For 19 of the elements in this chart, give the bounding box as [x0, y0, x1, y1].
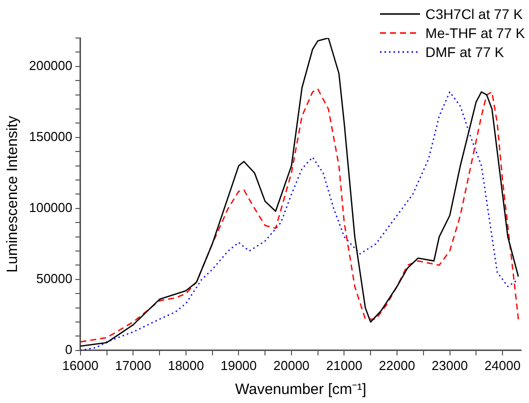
y-axis-title: Luminescence Intensity — [4, 115, 22, 273]
x-tick-label: 20000 — [273, 358, 310, 373]
x-tick-label: 21000 — [326, 358, 362, 373]
legend-label: C3H7Cl at 77 K — [425, 6, 523, 22]
x-tick-label: 19000 — [220, 358, 257, 373]
x-tick-label: 18000 — [168, 358, 204, 373]
legend-label: DMF at 77 K — [425, 44, 504, 60]
y-tick-label: 100000 — [28, 200, 72, 215]
y-tick-label: 150000 — [28, 128, 72, 144]
legend-label: Me-THF at 77 K — [425, 24, 525, 40]
y-tick-label: 50000 — [36, 270, 72, 286]
x-tick-label: 22000 — [378, 358, 416, 373]
x-axis-title: Wavenumber [cm⁻¹] — [235, 381, 366, 398]
x-tick-label: 24000 — [484, 358, 521, 373]
x-tick-label: 23000 — [432, 358, 468, 373]
x-tick-label: 16000 — [62, 358, 98, 373]
y-tick-label: 200000 — [28, 58, 72, 73]
y-tick-label: 0 — [65, 342, 72, 357]
x-tick-label: 17000 — [115, 358, 152, 373]
